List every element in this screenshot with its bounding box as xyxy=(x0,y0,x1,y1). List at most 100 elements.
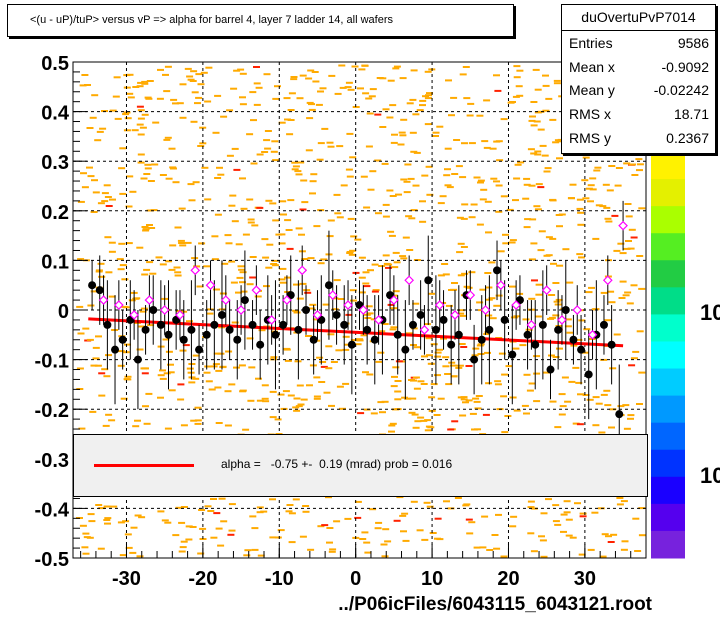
scatter-mark xyxy=(228,529,236,532)
scatter-mark xyxy=(485,231,492,234)
scatter-mark xyxy=(589,188,597,191)
scatter-mark xyxy=(549,237,557,240)
scatter-mark xyxy=(430,383,438,386)
profile-point-alt xyxy=(618,220,628,231)
scatter-mark xyxy=(387,230,395,233)
profile-point-alt xyxy=(358,305,369,315)
scatter-mark xyxy=(534,153,542,156)
scatter-mark xyxy=(462,66,470,68)
scatter-mark xyxy=(510,515,518,518)
scatter-mark xyxy=(193,265,201,268)
scatter-mark xyxy=(529,218,537,221)
scatter-mark xyxy=(363,206,371,209)
scatter-mark xyxy=(542,371,550,374)
scatter-mark xyxy=(291,161,299,164)
scatter-mark xyxy=(227,533,235,536)
scatter-mark xyxy=(356,338,364,341)
scatter-mark xyxy=(349,249,357,252)
scatter-mark xyxy=(117,268,125,271)
scatter-mark xyxy=(481,515,489,518)
scatter-mark xyxy=(421,174,429,177)
scatter-mark xyxy=(197,145,205,147)
scatter-mark xyxy=(627,414,635,417)
scatter-mark xyxy=(466,114,474,117)
scatter-mark xyxy=(220,520,228,523)
scatter-mark xyxy=(215,527,223,530)
scatter-mark xyxy=(86,127,94,129)
scatter-mark xyxy=(159,377,167,380)
stats-box: duOvertuPvP7014 Entries 9586 Mean x -0.9… xyxy=(561,4,716,154)
scatter-mark xyxy=(552,314,560,317)
scatter-mark xyxy=(378,265,386,267)
scatter-mark xyxy=(125,546,133,549)
scatter-mark xyxy=(146,224,153,226)
scatter-mark xyxy=(258,329,266,332)
scatter-mark xyxy=(603,206,611,209)
scatter-mark xyxy=(192,354,200,357)
scatter-mark xyxy=(395,360,403,363)
profile-point-alt xyxy=(266,315,277,325)
profile-point xyxy=(447,340,456,349)
scatter-mark xyxy=(362,371,369,374)
scatter-mark xyxy=(239,281,246,284)
scatter-mark xyxy=(451,420,459,423)
scatter-mark xyxy=(616,503,624,506)
scatter-mark xyxy=(506,208,514,211)
scatter-mark xyxy=(239,177,246,180)
scatter-mark xyxy=(482,413,490,416)
scatter-mark xyxy=(604,404,612,407)
scatter-mark xyxy=(465,518,473,521)
scatter-mark xyxy=(638,507,646,510)
scatter-mark xyxy=(610,533,618,536)
y-tick-label: 0.1 xyxy=(41,251,69,273)
scatter-mark xyxy=(526,389,534,392)
scatter-mark xyxy=(295,173,303,176)
scatter-mark xyxy=(427,426,435,429)
x-tick-label: 30 xyxy=(574,568,596,590)
scatter-mark xyxy=(512,347,520,350)
scatter-mark xyxy=(132,425,140,428)
scatter-mark xyxy=(608,426,615,429)
scatter-mark xyxy=(477,353,485,355)
scatter-mark xyxy=(552,282,560,284)
scatter-mark xyxy=(358,276,366,279)
scatter-mark xyxy=(466,532,474,535)
scatter-mark xyxy=(139,126,147,129)
scatter-mark xyxy=(362,92,370,95)
scatter-mark xyxy=(78,427,86,430)
scatter-mark xyxy=(582,156,590,159)
scatter-mark xyxy=(334,212,342,215)
scatter-mark xyxy=(163,372,171,375)
scatter-mark xyxy=(421,538,429,541)
scatter-mark xyxy=(219,292,227,295)
scatter-mark xyxy=(253,103,261,106)
scatter-mark xyxy=(624,291,632,294)
scatter-mark xyxy=(370,318,378,321)
scatter-mark xyxy=(495,210,503,213)
scatter-mark xyxy=(101,110,108,112)
profile-point-alt xyxy=(465,290,476,300)
scatter-mark xyxy=(210,536,218,539)
scatter-mark xyxy=(469,412,477,415)
color-scale-band xyxy=(651,503,685,532)
scatter-mark xyxy=(617,405,625,408)
scatter-mark xyxy=(287,109,295,111)
scatter-mark xyxy=(455,165,463,168)
scatter-mark xyxy=(451,173,459,175)
scatter-mark xyxy=(523,183,531,186)
scatter-mark xyxy=(559,405,567,408)
scatter-mark xyxy=(417,416,425,419)
scatter-mark xyxy=(198,509,206,511)
scatter-mark xyxy=(197,83,205,86)
scatter-mark xyxy=(539,539,547,542)
scatter-mark xyxy=(97,262,105,265)
profile-point xyxy=(347,340,356,349)
scatter-mark xyxy=(292,498,300,501)
scatter-mark xyxy=(95,270,103,273)
scatter-mark xyxy=(445,383,453,386)
scatter-mark xyxy=(576,253,584,256)
scatter-mark xyxy=(555,214,563,216)
scatter-mark xyxy=(119,554,127,557)
scatter-mark xyxy=(272,97,280,100)
